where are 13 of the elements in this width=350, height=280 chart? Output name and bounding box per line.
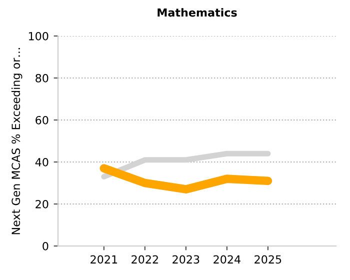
x-tick-label: 2025 <box>254 255 282 264</box>
x-tick-label: 2022 <box>132 255 158 264</box>
y-tick-label: 60 <box>36 116 48 124</box>
y-tick-label: 100 <box>28 32 48 40</box>
x-tick-label: 2021 <box>90 255 118 264</box>
y-tick-label: 20 <box>36 200 48 208</box>
y-tick-label: 80 <box>36 74 48 82</box>
x-tick-label: 2024 <box>214 255 240 264</box>
chart-title: Mathematics <box>158 8 237 17</box>
y-tick-label: 40 <box>35 158 48 166</box>
x-tick-label: 2023 <box>172 255 200 264</box>
y-axis-title: Next Gen MCAS % Exceeding or… <box>11 48 22 234</box>
y-tick-label: 0 <box>42 242 48 250</box>
